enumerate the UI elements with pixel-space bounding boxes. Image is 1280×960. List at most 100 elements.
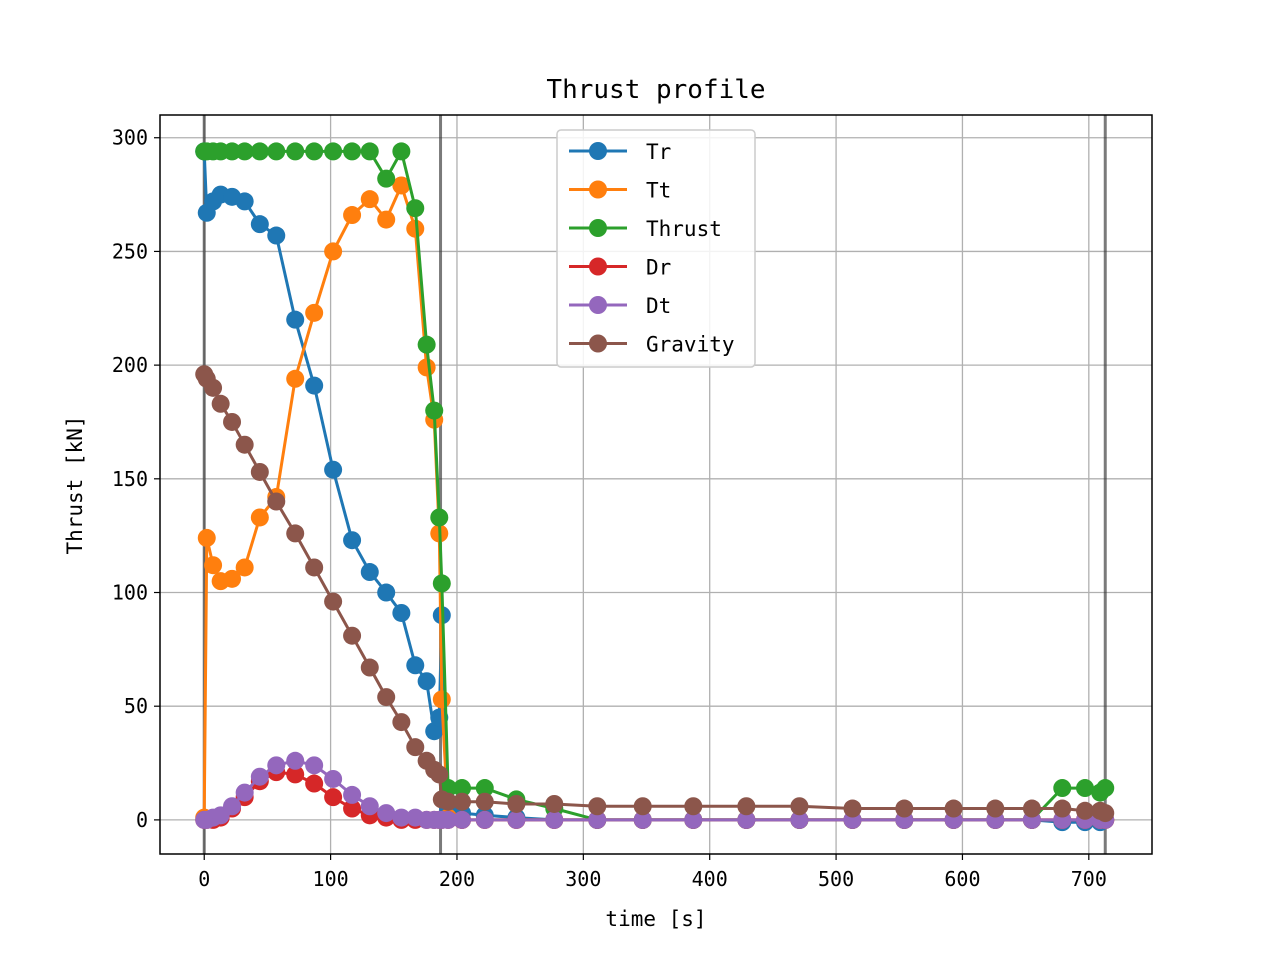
x-tick-label-1: 100 bbox=[313, 867, 349, 891]
data-point-gravity-30 bbox=[843, 799, 862, 818]
x-tick-label-4: 400 bbox=[692, 867, 728, 891]
data-point-thrust-5 bbox=[235, 142, 254, 161]
data-point-dr-11 bbox=[343, 799, 362, 818]
data-point-dt-8 bbox=[286, 751, 305, 770]
y-tick-label-4: 200 bbox=[112, 353, 148, 377]
data-point-tr-9 bbox=[305, 376, 324, 395]
data-point-gravity-32 bbox=[944, 799, 963, 818]
axis-ticks: 0 100 200 300 400 500 600 700 0 50 100 150 200 250 300 bbox=[112, 126, 1107, 891]
data-point-dt-25 bbox=[588, 810, 607, 829]
data-point-thrust-38 bbox=[1096, 779, 1115, 798]
x-axis-label: time [s] bbox=[605, 907, 706, 931]
legend: Tr Tt Thrust Dr Dt Gravity bbox=[556, 129, 756, 368]
x-tick-label-0: 0 bbox=[198, 867, 210, 891]
data-point-thrust-18 bbox=[430, 508, 449, 527]
data-point-gravity-35 bbox=[1053, 799, 1072, 818]
data-point-gravity-22 bbox=[475, 792, 494, 811]
data-point-gravity-5 bbox=[235, 435, 254, 454]
data-point-dt-5 bbox=[235, 783, 254, 802]
data-point-gravity-9 bbox=[305, 558, 324, 577]
data-point-gravity-11 bbox=[343, 626, 362, 645]
data-point-thrust-11 bbox=[343, 142, 362, 161]
data-point-dt-29 bbox=[790, 810, 809, 829]
data-point-tr-17 bbox=[425, 722, 444, 741]
data-point-tt-5 bbox=[235, 558, 254, 577]
y-tick-label-2: 100 bbox=[112, 581, 148, 605]
data-point-tr-6 bbox=[250, 215, 269, 234]
data-point-thrust-10 bbox=[324, 142, 343, 161]
data-point-gravity-24 bbox=[545, 794, 564, 813]
data-point-thrust-17 bbox=[425, 401, 444, 420]
y-axis-label: Thrust [kN] bbox=[63, 415, 87, 554]
legend-label-dr: Dr bbox=[646, 256, 671, 280]
x-tick-label-6: 600 bbox=[944, 867, 980, 891]
series-gravity bbox=[195, 365, 1115, 823]
data-point-gravity-18 bbox=[430, 765, 449, 784]
data-point-gravity-2 bbox=[204, 378, 223, 397]
x-tick-label-7: 700 bbox=[1071, 867, 1107, 891]
data-point-thrust-35 bbox=[1053, 779, 1072, 798]
data-point-tr-11 bbox=[343, 531, 362, 550]
legend-swatch-marker-tr bbox=[589, 142, 607, 160]
series-group bbox=[195, 142, 1115, 832]
data-point-tt-16 bbox=[417, 358, 436, 377]
data-point-thrust-12 bbox=[360, 142, 379, 161]
legend-swatch-marker-dt bbox=[589, 296, 607, 314]
data-point-thrust-13 bbox=[377, 169, 396, 188]
data-point-gravity-21 bbox=[453, 792, 472, 811]
data-point-thrust-7 bbox=[267, 142, 286, 161]
data-point-gravity-36 bbox=[1076, 801, 1095, 820]
data-point-gravity-3 bbox=[211, 394, 230, 413]
data-point-gravity-38 bbox=[1096, 804, 1115, 823]
data-point-tt-11 bbox=[343, 206, 362, 225]
data-point-tt-13 bbox=[377, 210, 396, 229]
x-tick-label-5: 500 bbox=[818, 867, 854, 891]
legend-swatch-marker-dr bbox=[589, 257, 607, 276]
legend-label-gravity: Gravity bbox=[646, 333, 735, 357]
data-point-tt-19 bbox=[432, 690, 451, 709]
data-point-tr-7 bbox=[267, 226, 286, 245]
legend-swatch-marker-tt bbox=[589, 180, 607, 199]
data-point-tr-15 bbox=[406, 656, 425, 675]
data-point-dt-6 bbox=[250, 767, 269, 786]
data-point-gravity-31 bbox=[895, 799, 914, 818]
legend-label-dt: Dt bbox=[646, 294, 671, 318]
data-point-tt-10 bbox=[324, 242, 343, 261]
data-point-gravity-26 bbox=[633, 797, 652, 816]
data-point-tr-5 bbox=[235, 192, 254, 211]
data-point-thrust-19 bbox=[432, 574, 451, 593]
plot-frame bbox=[159, 114, 1153, 855]
data-point-dt-11 bbox=[343, 785, 362, 804]
data-point-gravity-8 bbox=[286, 524, 305, 543]
data-point-tr-10 bbox=[324, 460, 343, 479]
legend-label-tt: Tt bbox=[646, 179, 671, 203]
data-point-dt-10 bbox=[324, 769, 343, 788]
data-point-tt-1 bbox=[197, 528, 216, 547]
data-point-dr-10 bbox=[324, 788, 343, 807]
data-point-tr-12 bbox=[360, 563, 379, 582]
data-point-gravity-10 bbox=[324, 592, 343, 611]
data-point-thrust-16 bbox=[417, 335, 436, 354]
data-point-gravity-7 bbox=[267, 492, 286, 511]
data-point-gravity-13 bbox=[377, 688, 396, 707]
data-point-gravity-25 bbox=[588, 797, 607, 816]
data-point-dt-20 bbox=[439, 810, 458, 829]
data-point-thrust-8 bbox=[286, 142, 305, 161]
data-point-tt-12 bbox=[360, 190, 379, 209]
data-point-dt-13 bbox=[377, 804, 396, 823]
y-tick-label-6: 300 bbox=[112, 126, 148, 150]
data-point-gravity-6 bbox=[250, 462, 269, 481]
data-point-dr-9 bbox=[305, 774, 324, 793]
data-point-dt-21 bbox=[453, 810, 472, 829]
data-point-dt-4 bbox=[223, 797, 242, 816]
data-point-gravity-15 bbox=[406, 738, 425, 757]
legend-swatch-marker-thrust bbox=[589, 219, 607, 237]
data-point-gravity-34 bbox=[1022, 799, 1041, 818]
data-point-thrust-14 bbox=[392, 142, 411, 161]
data-point-gravity-28 bbox=[737, 797, 756, 816]
data-point-tt-15 bbox=[406, 219, 425, 238]
legend-swatch-marker-gravity bbox=[589, 334, 607, 353]
data-point-tt-2 bbox=[204, 556, 223, 575]
data-point-dt-7 bbox=[267, 756, 286, 775]
